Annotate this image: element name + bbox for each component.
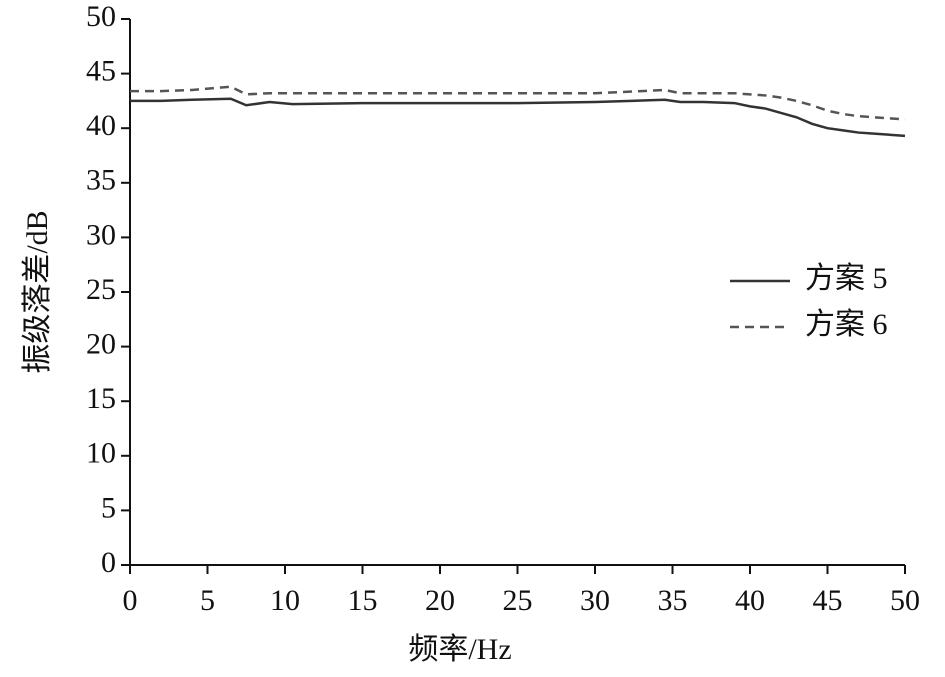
x-tick-label: 45 [813,584,843,617]
y-tick-label: 0 [101,546,116,579]
x-tick-label: 25 [503,584,533,617]
x-tick-label: 20 [425,584,455,617]
x-tick-label: 30 [580,584,610,617]
y-axis-title: 振级落差/dB [21,210,54,373]
y-tick-label: 15 [86,382,116,415]
y-tick-label: 40 [86,109,116,142]
y-tick-label: 50 [86,0,116,33]
x-tick-label: 10 [270,584,300,617]
y-tick-label: 35 [86,164,116,197]
y-tick-label: 20 [86,327,116,360]
legend-label: 方案 6 [805,308,888,341]
x-tick-label: 15 [348,584,378,617]
x-tick-label: 50 [890,584,920,617]
y-tick-label: 45 [86,54,116,87]
y-tick-label: 25 [86,273,116,306]
x-tick-label: 40 [735,584,765,617]
y-tick-label: 5 [101,491,116,524]
x-axis-title: 频率/Hz [408,633,511,666]
y-tick-label: 10 [86,437,116,470]
x-tick-label: 35 [658,584,688,617]
x-tick-label: 0 [123,584,138,617]
x-tick-label: 5 [200,584,215,617]
series-line [130,97,906,138]
legend-label: 方案 5 [805,262,888,295]
y-tick-label: 30 [86,218,116,251]
